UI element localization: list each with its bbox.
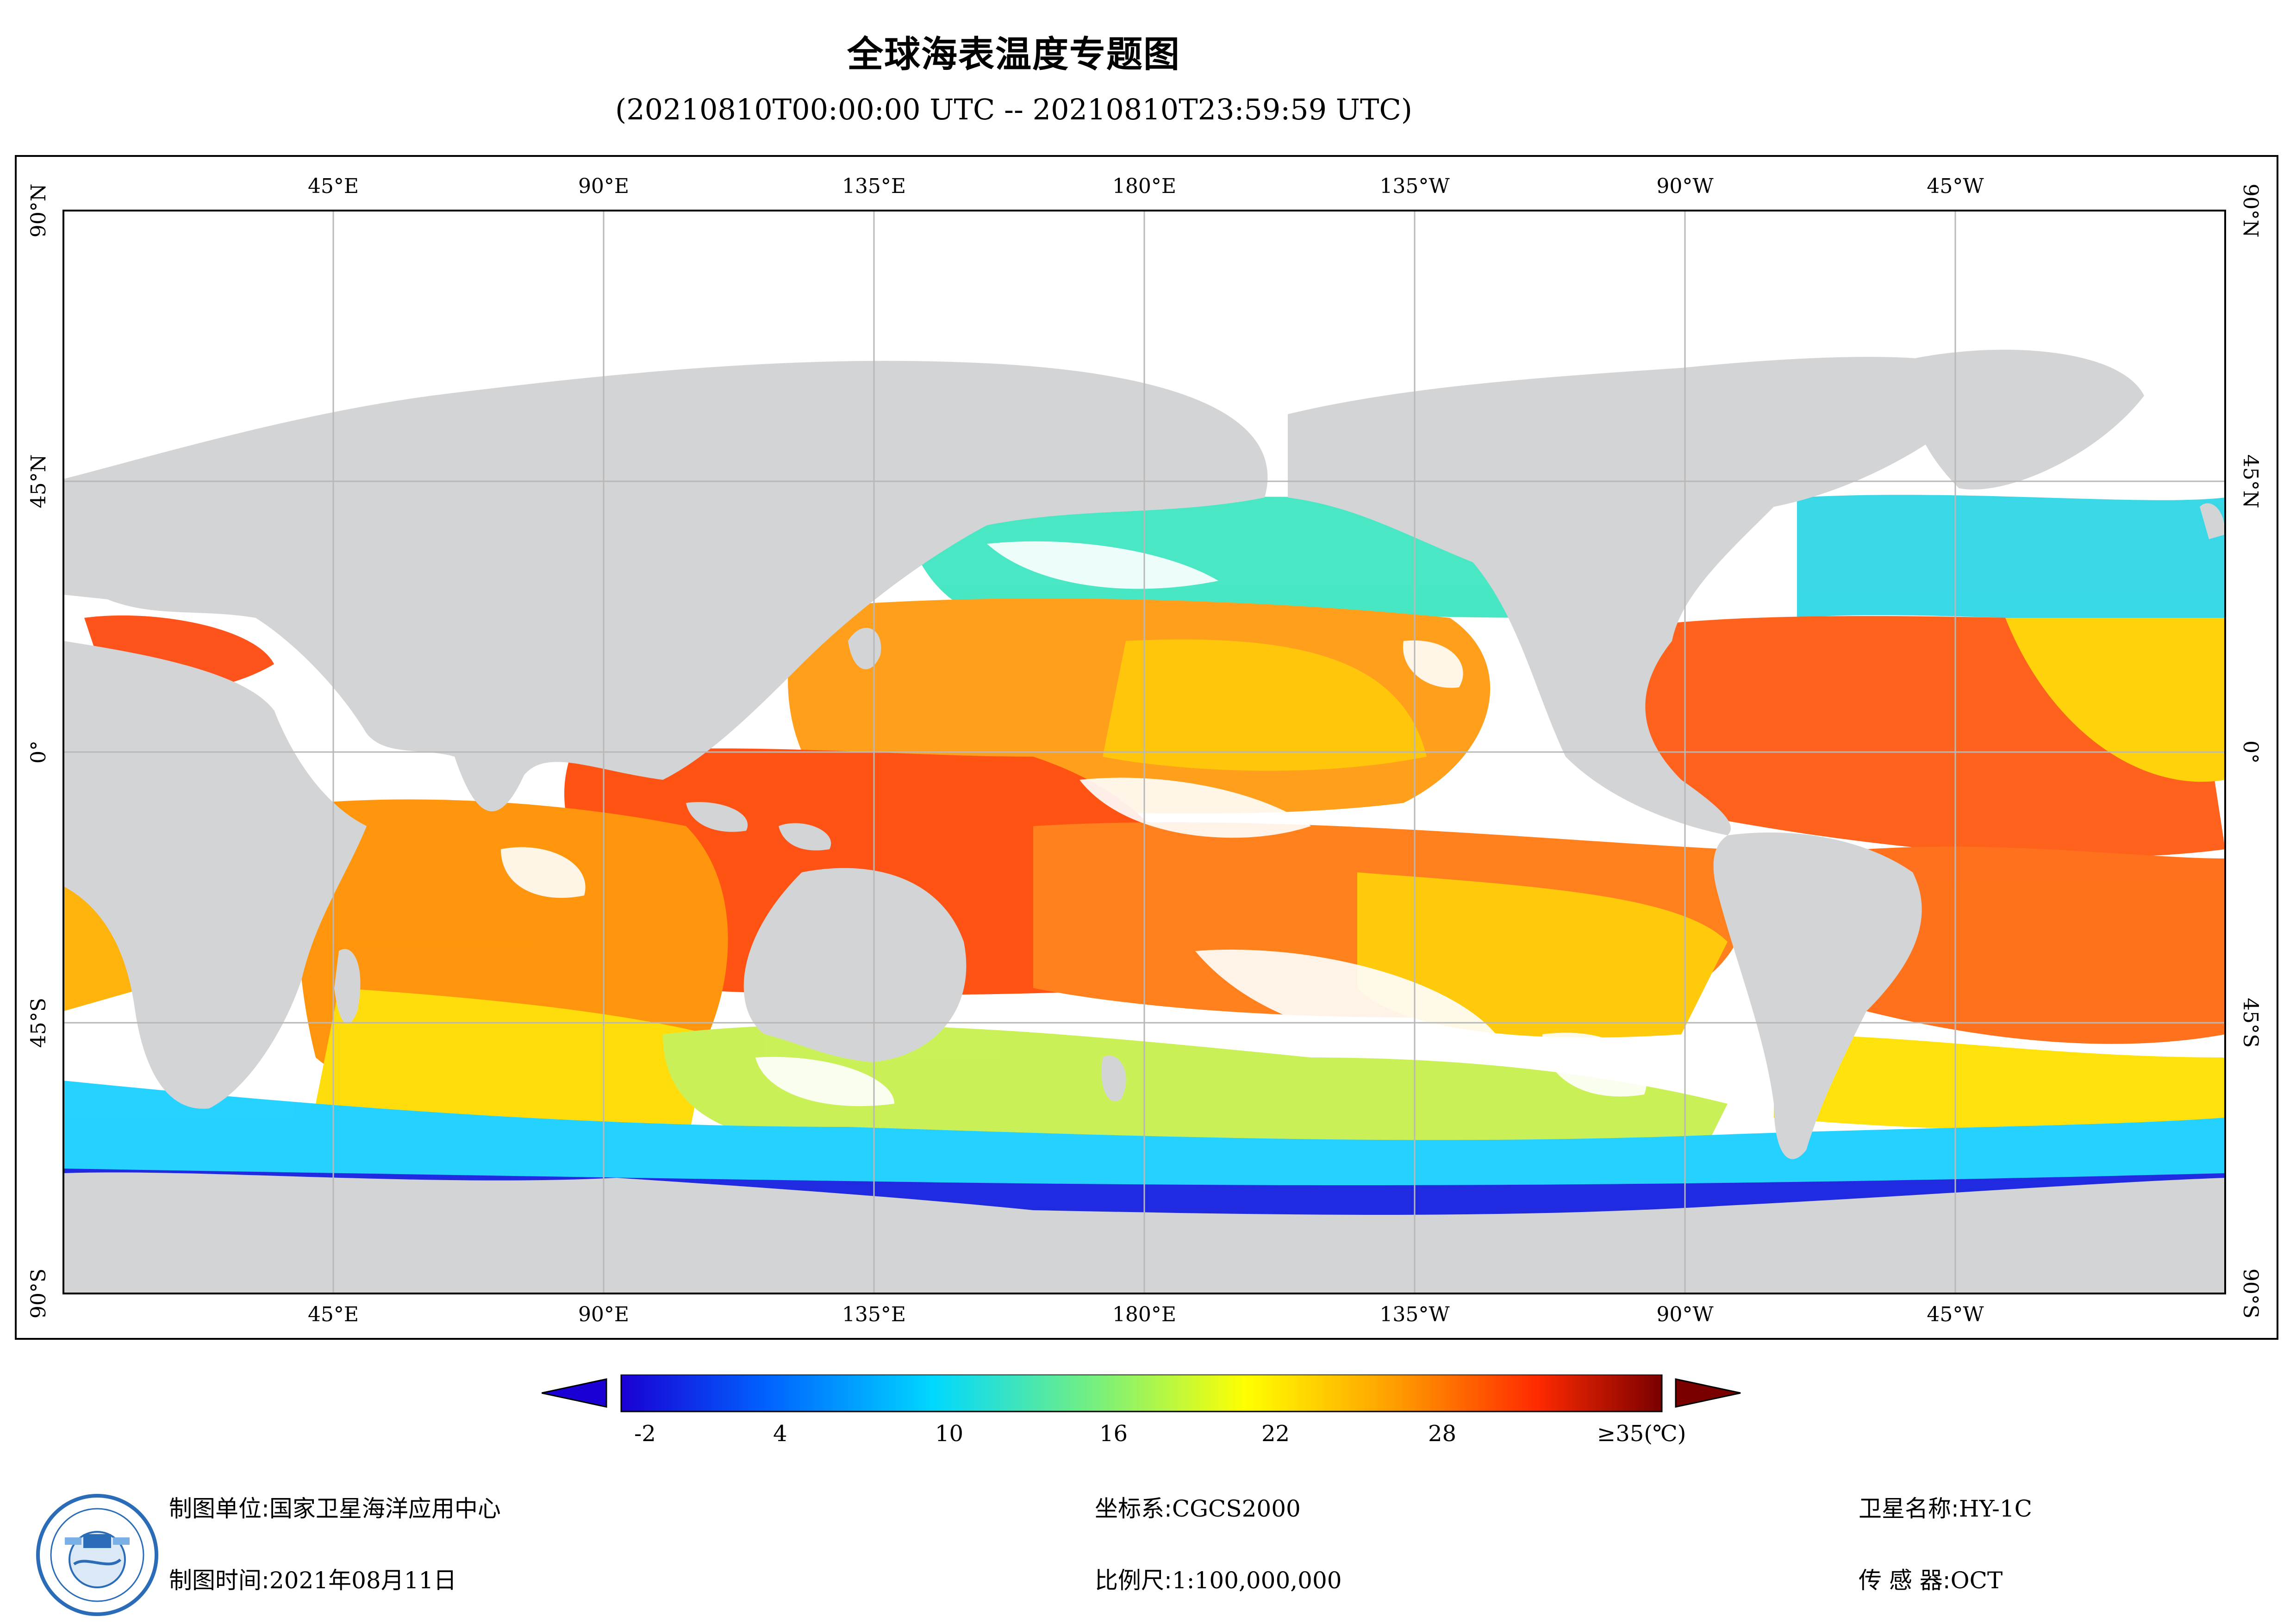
colorbar-tick-label: 4	[773, 1421, 787, 1447]
date-value: 2021年08月11日	[269, 1567, 457, 1594]
north-america	[1288, 357, 2005, 835]
australia	[743, 868, 967, 1062]
date-info: 制图时间:2021年08月11日	[169, 1562, 456, 1595]
lat-label: 0°	[2239, 740, 2262, 764]
producer-info: 制图单位:国家卫星海洋应用中心	[169, 1490, 501, 1524]
colorbar-tick-label: 16	[1099, 1421, 1128, 1447]
date-label: 制图时间:	[169, 1567, 269, 1594]
lon-labels-bottom: 45°E 90°E 135°E 180°E 135°W 90°W 45°W	[308, 1303, 1984, 1326]
colorbar-tick-label: ≥35(℃)	[1597, 1421, 1686, 1447]
colorbar-tick-label: -2	[634, 1421, 656, 1447]
nsoas-logo	[36, 1494, 158, 1616]
lat-label: 0°	[27, 740, 50, 764]
lat-label: 45°S	[27, 998, 50, 1048]
lon-label: 90°W	[1656, 174, 1714, 198]
greenland	[1909, 349, 2144, 490]
colorbar	[542, 1374, 1741, 1412]
lat-label: 90°S	[27, 1269, 50, 1318]
colorbar-min-arrow	[542, 1378, 607, 1408]
satellite-value: HY-1C	[1959, 1495, 2032, 1522]
scale-info: 比例尺:1:100,000,000	[1095, 1562, 1342, 1595]
coord-label: 坐标系:	[1095, 1495, 1172, 1522]
map-frame	[15, 155, 2278, 1340]
lon-label: 45°E	[308, 174, 359, 198]
lon-label: 90°E	[578, 174, 629, 198]
lon-label: 135°W	[1379, 1303, 1450, 1326]
sensor-label: 传 感 器:	[1859, 1567, 1951, 1594]
sst-map: 45°E 90°E 135°E 180°E 135°W 90°W 45°W 45…	[27, 174, 2262, 1326]
eurasia	[63, 361, 1268, 812]
graticule	[63, 211, 2225, 1293]
sensor-value: OCT	[1950, 1567, 2003, 1594]
colorbar-labels: -2 4 10 16 22 28 ≥35(℃)	[542, 1421, 1745, 1453]
satellite-info: 卫星名称:HY-1C	[1859, 1490, 2032, 1524]
coord-info: 坐标系:CGCS2000	[1095, 1490, 1301, 1524]
lon-label: 135°W	[1379, 174, 1450, 198]
map-title: 全球海表温度专题图	[847, 34, 1180, 75]
producer-value: 国家卫星海洋应用中心	[269, 1495, 501, 1522]
no-data-areas	[63, 541, 1647, 1107]
scale-label: 比例尺:	[1095, 1567, 1172, 1594]
south-america	[1713, 832, 1922, 1159]
time-range-subtitle: (20210810T00:00:00 UTC -- 20210810T23:59…	[615, 93, 1412, 126]
lat-label: 90°N	[27, 184, 50, 238]
lon-label: 45°W	[1927, 174, 1984, 198]
lon-label: 135°E	[842, 174, 906, 198]
lon-label: 180°E	[1112, 1303, 1176, 1326]
colorbar-tick-label: 10	[935, 1421, 964, 1447]
lon-label: 90°W	[1656, 1303, 1714, 1326]
satellite-label: 卫星名称:	[1859, 1495, 1959, 1522]
lat-label: 90°N	[2239, 184, 2262, 238]
sensor-info: 传 感 器:OCT	[1859, 1562, 2003, 1595]
lat-labels-left: 90°N 45°N 0° 45°S 90°S	[27, 184, 50, 1318]
scale-value: 1:100,000,000	[1172, 1567, 1342, 1594]
lon-label: 45°W	[1927, 1303, 1984, 1326]
lat-label: 45°S	[2239, 998, 2262, 1048]
lat-label: 45°N	[2239, 454, 2262, 509]
lat-label: 90°S	[2239, 1269, 2262, 1318]
lat-labels-right: 90°N 45°N 0° 45°S 90°S	[2239, 184, 2262, 1318]
lon-labels-top: 45°E 90°E 135°E 180°E 135°W 90°W 45°W	[308, 174, 1984, 198]
africa	[63, 641, 367, 1109]
colorbar-bar	[620, 1374, 1663, 1412]
lat-label: 45°N	[27, 454, 50, 509]
coord-value: CGCS2000	[1172, 1495, 1301, 1522]
lon-label: 90°E	[578, 1303, 629, 1326]
colorbar-max-arrow	[1675, 1378, 1741, 1408]
map-border	[62, 210, 2226, 1294]
lon-label: 45°E	[308, 1303, 359, 1326]
colorbar-tick-label: 28	[1428, 1421, 1457, 1447]
lon-label: 135°E	[842, 1303, 906, 1326]
lon-label: 180°E	[1112, 174, 1176, 198]
producer-label: 制图单位:	[169, 1495, 269, 1522]
colorbar-tick-label: 22	[1261, 1421, 1290, 1447]
